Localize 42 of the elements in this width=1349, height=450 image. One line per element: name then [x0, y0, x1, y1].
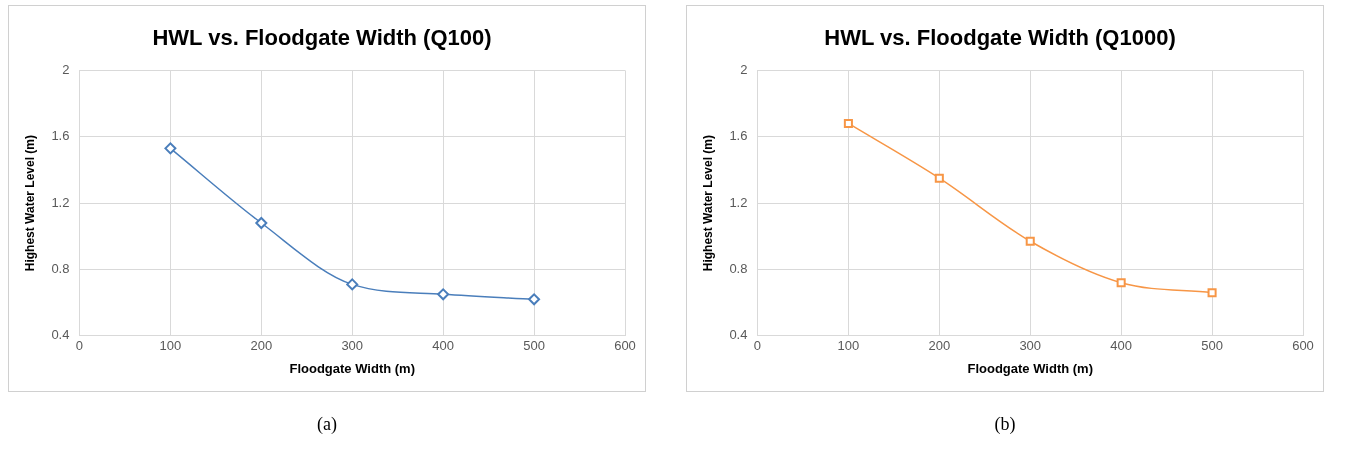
point	[528, 293, 541, 306]
y-tick-label: 1.2	[729, 194, 748, 210]
x-tick-label: 0	[753, 338, 762, 354]
x-axis-title: Floodgate Width (m)	[289, 360, 415, 376]
text: (a)	[317, 414, 337, 435]
point	[1025, 236, 1035, 246]
y-axis-title: Highest Water Level (m)	[700, 134, 715, 272]
x-tick-label: 500	[1201, 338, 1223, 354]
y-tick-label: 2	[62, 61, 70, 77]
y-tick-label: 0.4	[729, 327, 748, 343]
x-tick-label: 200	[250, 338, 273, 354]
y-tick-label: 0.8	[729, 261, 748, 277]
point	[1116, 278, 1126, 288]
point	[843, 118, 853, 129]
x-tick-label: 300	[341, 338, 364, 354]
y-tick-label: 0.8	[51, 261, 70, 277]
y-tick-label: 1.6	[729, 128, 748, 144]
x-tick-label: 0	[75, 338, 84, 354]
x-tick-label: 600	[614, 338, 636, 354]
x-tick-label: 100	[159, 338, 182, 354]
y-tick-label: 1.2	[51, 194, 70, 210]
x-tick-label: 400	[432, 338, 455, 354]
point	[255, 217, 268, 230]
x-tick-label: 200	[928, 338, 951, 354]
y-axis-title: Highest Water Level (m)	[22, 134, 37, 272]
x-axis-title: Floodgate Width (m)	[967, 360, 1093, 376]
point	[934, 173, 944, 183]
x-tick-label: 500	[523, 338, 545, 354]
point	[346, 278, 359, 291]
point	[437, 288, 450, 301]
chart-title: HWL vs. Floodgate Width (Q100)	[152, 25, 492, 51]
x-tick-label: 100	[837, 338, 860, 354]
y-tick-label: 2	[740, 61, 748, 77]
chart-title: HWL vs. Floodgate Width (Q1000)	[824, 25, 1176, 51]
x-tick-label: 600	[1292, 338, 1314, 354]
y-tick-label: 1.6	[51, 128, 70, 144]
text: (b)	[994, 414, 1016, 435]
x-tick-label: 300	[1019, 338, 1042, 354]
x-tick-label: 400	[1110, 338, 1133, 354]
point	[1207, 288, 1217, 298]
y-tick-label: 0.4	[51, 327, 70, 343]
point	[164, 142, 177, 155]
